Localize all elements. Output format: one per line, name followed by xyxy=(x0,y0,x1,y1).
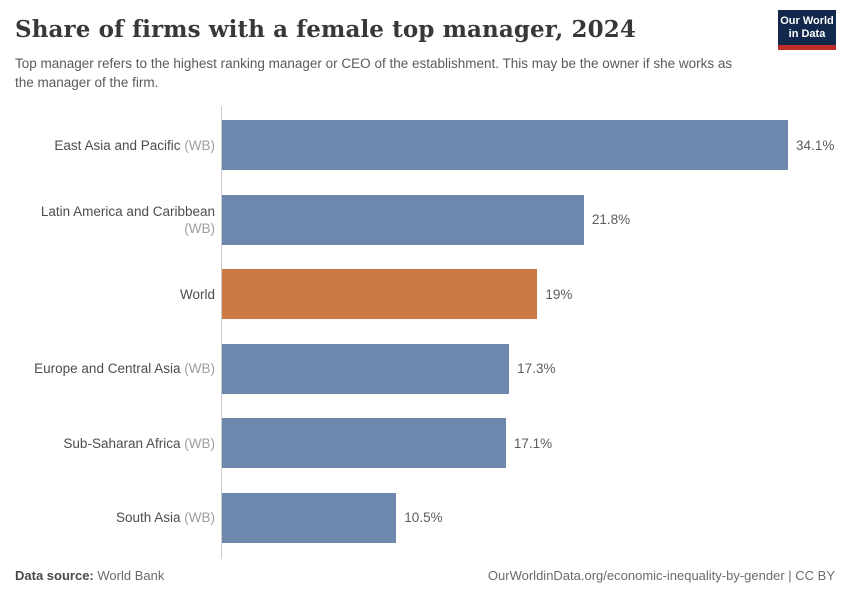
bar-track: 19% xyxy=(221,257,850,332)
value-label: 17.3% xyxy=(517,361,556,377)
value-label: 21.8% xyxy=(591,212,631,228)
bar[interactable] xyxy=(222,120,789,171)
chart-header: Share of firms with a female top manager… xyxy=(0,0,850,92)
chart-row: South Asia (WB) 10.5% xyxy=(15,481,850,556)
category-suffix: (WB) xyxy=(180,510,215,526)
chart-row: Sub-Saharan Africa (WB) 17.1% xyxy=(15,406,850,481)
category-name: South Asia xyxy=(115,510,181,526)
value-label: 34.1% xyxy=(796,137,835,153)
category-name: East Asia and Pacific xyxy=(54,137,181,153)
bar-track: 34.1% xyxy=(221,108,850,183)
chart-row: World 19% xyxy=(15,257,850,332)
value-label: 19% xyxy=(545,286,573,302)
chart-row: East Asia and Pacific (WB) 34.1% xyxy=(15,108,850,183)
bar[interactable] xyxy=(222,269,538,320)
bar[interactable] xyxy=(222,343,510,394)
category-label[interactable]: Europe and Central Asia (WB) xyxy=(15,360,221,377)
category-name: Sub-Saharan Africa xyxy=(63,435,181,451)
category-name: Europe and Central Asia xyxy=(34,361,181,377)
category-suffix: (WB) xyxy=(184,220,215,236)
bar[interactable] xyxy=(222,492,397,543)
value-label: 17.1% xyxy=(513,435,553,451)
source-link[interactable]: OurWorldinData.org/economic-inequality-b… xyxy=(487,568,835,583)
category-suffix: (WB) xyxy=(180,137,215,153)
chart-row: Latin America and Caribbean (WB) 21.8% xyxy=(15,183,850,258)
category-label[interactable]: World xyxy=(15,286,221,303)
owid-logo-text: Our World in Data xyxy=(780,15,834,40)
category-suffix: (WB) xyxy=(180,361,215,377)
chart-footer: Data source: World Bank OurWorldinData.o… xyxy=(15,568,835,583)
category-name: Latin America and Caribbean xyxy=(40,203,215,219)
bar-track: 10.5% xyxy=(221,481,850,556)
category-label[interactable]: South Asia (WB) xyxy=(15,509,221,526)
chart-row: Europe and Central Asia (WB) 17.3% xyxy=(15,332,850,407)
category-label[interactable]: East Asia and Pacific (WB) xyxy=(15,137,221,154)
bar-track: 21.8% xyxy=(221,183,850,258)
data-source-label: Data source: xyxy=(15,568,94,583)
category-label[interactable]: Sub-Saharan Africa (WB) xyxy=(15,435,221,452)
data-source: Data source: World Bank xyxy=(15,568,164,583)
bar-track: 17.3% xyxy=(221,332,850,407)
bar[interactable] xyxy=(222,194,584,245)
data-source-value: World Bank xyxy=(97,568,165,583)
bar[interactable] xyxy=(222,418,506,469)
owid-logo[interactable]: Our World in Data xyxy=(778,10,836,50)
y-axis-line xyxy=(221,106,222,559)
bar-track: 17.1% xyxy=(221,406,850,481)
category-label[interactable]: Latin America and Caribbean (WB) xyxy=(15,203,221,237)
chart-subtitle: Top manager refers to the highest rankin… xyxy=(15,56,733,90)
chart-rows: East Asia and Pacific (WB) 34.1% Latin Ame… xyxy=(15,108,850,555)
bar-chart: East Asia and Pacific (WB) 34.1% Latin Ame… xyxy=(15,106,850,559)
category-suffix: (WB) xyxy=(180,435,215,451)
value-label: 10.5% xyxy=(404,510,443,526)
category-name: World xyxy=(179,286,215,302)
page-title: Share of firms with a female top manager… xyxy=(15,16,636,43)
